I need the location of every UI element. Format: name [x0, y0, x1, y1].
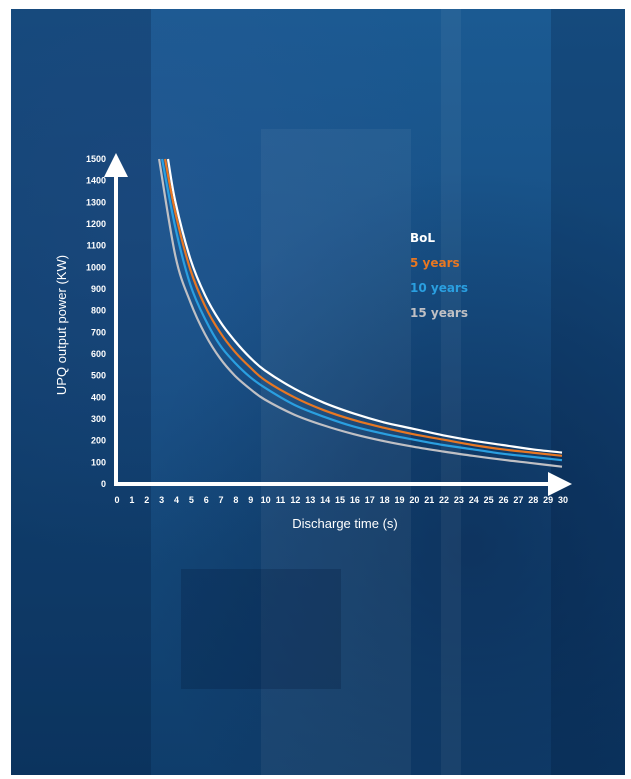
x-tick-label: 28: [528, 495, 538, 505]
y-tick-label: 200: [91, 436, 106, 446]
x-tick-label: 7: [219, 495, 224, 505]
y-tick-label: 100: [91, 457, 106, 467]
x-axis-ticks: 0 1 2 3 4 5 6 7 8 9 10 11 12 13 14 15 16 17 18 19 20 21 22 23 24…: [114, 495, 568, 505]
legend-item-15-years: 15 years: [410, 306, 468, 320]
x-tick-label: 3: [159, 495, 164, 505]
y-tick-label: 700: [91, 327, 106, 337]
y-axis-label: UPQ output power (KW): [54, 255, 69, 395]
y-tick-label: 600: [91, 349, 106, 359]
series-layer: [158, 158, 563, 468]
y-tick-label: 1400: [86, 176, 106, 186]
background-rack-right: [551, 9, 625, 775]
y-tick-label: 500: [91, 371, 106, 381]
x-tick-label: 8: [233, 495, 238, 505]
x-tick-label: 21: [424, 495, 434, 505]
series-line-5-years: [164, 158, 563, 457]
x-tick-label: 5: [189, 495, 194, 505]
legend: BoL 5 years 10 years 15 years: [410, 231, 468, 320]
x-tick-label: 0: [114, 495, 119, 505]
legend-item-bol: BoL: [410, 231, 435, 245]
x-tick-label: 6: [204, 495, 209, 505]
x-tick-label: 1: [129, 495, 134, 505]
y-axis-ticks: 0 100 200 300 400 500 600 700 800 900 1000 1100 1200…: [86, 154, 106, 489]
background-machinery-left: [11, 9, 151, 775]
y-tick-label: 1200: [86, 219, 106, 229]
background-cabinet: [261, 129, 411, 775]
x-tick-label: 12: [290, 495, 300, 505]
y-tick-label: 0: [101, 479, 106, 489]
x-tick-label: 4: [174, 495, 179, 505]
x-tick-label: 23: [454, 495, 464, 505]
y-tick-label: 300: [91, 414, 106, 424]
x-tick-label: 24: [469, 495, 479, 505]
legend-item-10-years: 10 years: [410, 281, 468, 295]
chart-panel: [11, 9, 625, 775]
series-line-15-years: [158, 158, 563, 468]
x-tick-label: 29: [543, 495, 553, 505]
x-tick-label: 26: [499, 495, 509, 505]
x-tick-label: 25: [484, 495, 494, 505]
x-tick-label: 27: [513, 495, 523, 505]
y-tick-label: 1100: [86, 241, 106, 251]
y-tick-label: 1500: [86, 154, 106, 164]
x-tick-label: 15: [335, 495, 345, 505]
x-tick-label: 30: [558, 495, 568, 505]
x-tick-label: 11: [276, 495, 286, 505]
x-tick-label: 18: [380, 495, 390, 505]
x-tick-label: 2: [144, 495, 149, 505]
y-tick-label: 400: [91, 392, 106, 402]
background-lower-equipment: [181, 569, 341, 689]
x-tick-label: 22: [439, 495, 449, 505]
y-tick-label: 900: [91, 284, 106, 294]
background-strip: [441, 9, 461, 775]
x-tick-label: 14: [320, 495, 330, 505]
x-tick-label: 20: [409, 495, 419, 505]
series-line-10-years: [161, 158, 563, 462]
x-tick-label: 17: [365, 495, 375, 505]
y-tick-label: 800: [91, 306, 106, 316]
x-axis-label: Discharge time (s): [292, 516, 397, 531]
x-tick-label: 9: [248, 495, 253, 505]
y-tick-label: 1300: [86, 197, 106, 207]
series-line-bol: [166, 158, 563, 454]
x-tick-label: 19: [394, 495, 404, 505]
legend-item-5-years: 5 years: [410, 256, 460, 270]
x-tick-label: 16: [350, 495, 360, 505]
x-tick-label: 10: [261, 495, 271, 505]
y-tick-label: 1000: [86, 262, 106, 272]
x-tick-label: 13: [305, 495, 315, 505]
